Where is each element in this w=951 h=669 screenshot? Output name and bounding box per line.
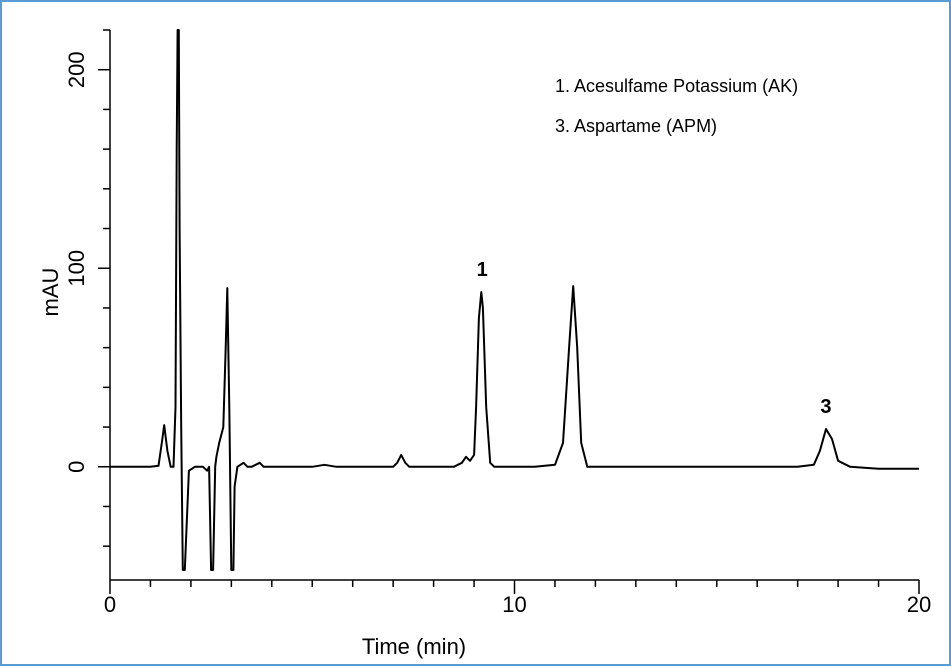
peak-label-1: 1 <box>477 259 488 281</box>
x-tick-label: 0 <box>104 592 116 617</box>
y-tick-label: 100 <box>64 250 89 287</box>
legend-entry-ak: 1. Acesulfame Potassium (AK) <box>555 76 798 96</box>
legend-entry-apm: 3. Aspartame (APM) <box>555 116 717 136</box>
y-tick-label: 200 <box>64 51 89 88</box>
legend: 1. Acesulfame Potassium (AK) 3. Aspartam… <box>555 76 798 136</box>
y-tick-label: 0 <box>64 461 89 473</box>
peak-label-3: 3 <box>820 396 831 418</box>
chromatogram-trace <box>110 29 919 571</box>
y-axis-title: mAU <box>38 268 63 317</box>
x-axis-title: Time (min) <box>362 634 466 659</box>
x-tick-label: 10 <box>502 592 526 617</box>
x-tick-label: 20 <box>907 592 931 617</box>
